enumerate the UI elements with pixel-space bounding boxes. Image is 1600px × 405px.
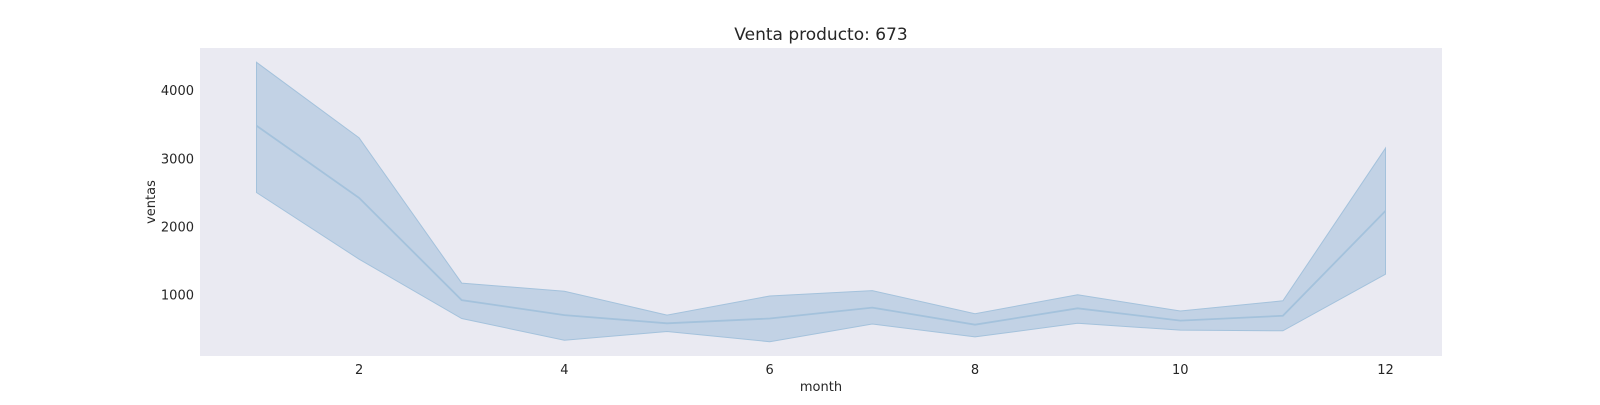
y-axis-label: ventas (144, 180, 159, 224)
confidence-band (256, 61, 1386, 343)
x-tick-label: 6 (766, 363, 774, 378)
x-tick-label: 10 (1172, 363, 1189, 378)
y-tick-labels: 1000 2000 3000 4000 (161, 84, 194, 304)
x-tick-label: 8 (971, 363, 979, 378)
x-tick-label: 4 (560, 363, 568, 378)
x-tick-labels: 2 4 6 8 10 12 (355, 363, 1394, 378)
confidence-band-layer (256, 61, 1386, 343)
y-tick-label: 2000 (161, 221, 194, 236)
y-tick-label: 1000 (161, 289, 194, 304)
chart-title: Venta producto: 673 (734, 25, 907, 45)
x-axis-label: month (800, 380, 842, 395)
series-line-layer (255, 124, 1387, 326)
y-tick-label: 3000 (161, 152, 194, 167)
x-tick-label: 2 (355, 363, 363, 378)
x-tick-label: 12 (1377, 363, 1394, 378)
y-tick-label: 4000 (161, 84, 194, 99)
series-line (255, 124, 1387, 326)
